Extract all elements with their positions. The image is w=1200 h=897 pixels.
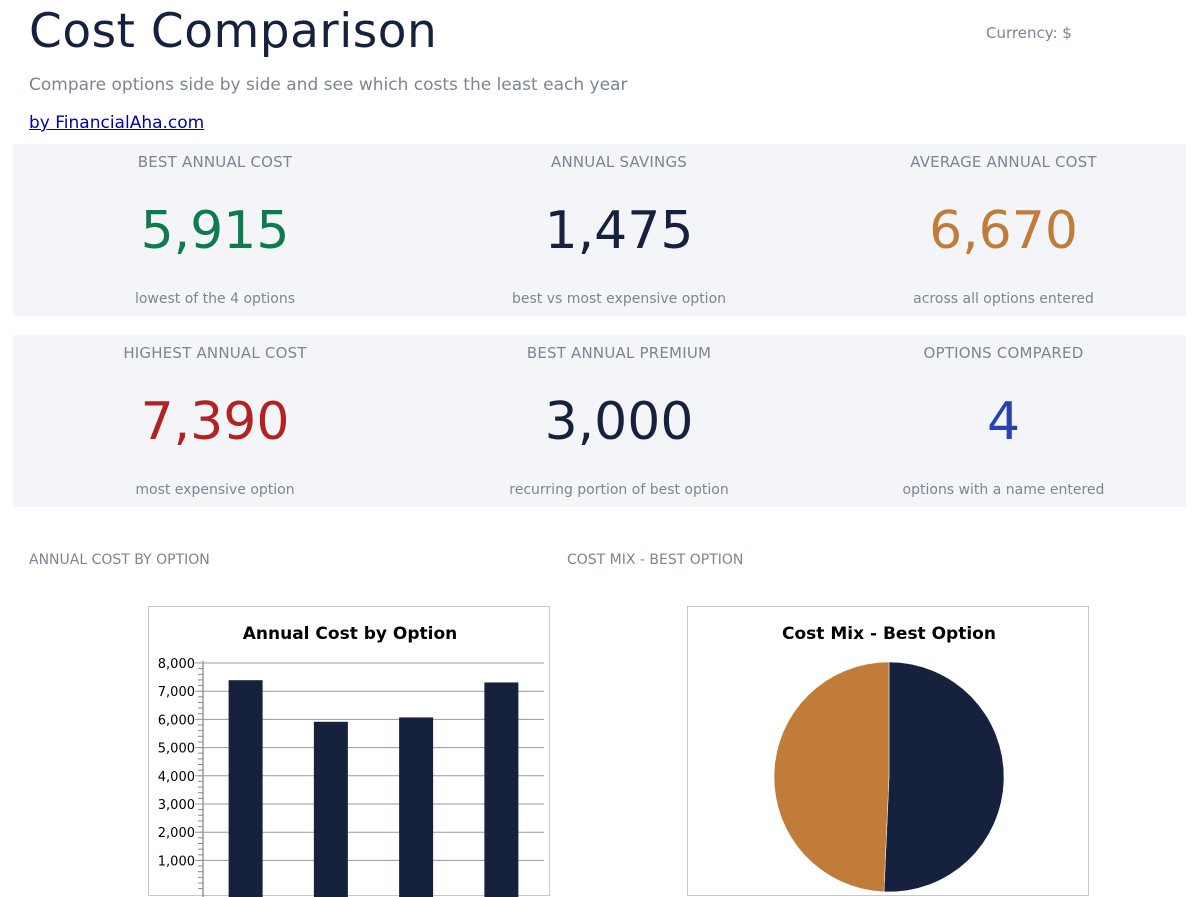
kpi-value: 7,390 xyxy=(140,392,290,452)
y-tick-label: 1,000 xyxy=(158,854,195,869)
kpi-highest-annual-cost: HIGHEST ANNUAL COST 7,390 most expensive… xyxy=(13,335,417,507)
kpi-value: 6,670 xyxy=(929,201,1078,261)
kpi-label: BEST ANNUAL COST xyxy=(137,153,293,171)
kpi-best-annual-premium: BEST ANNUAL PREMIUM 3,000 recurring port… xyxy=(417,335,821,507)
pie-slice xyxy=(883,661,1005,893)
pie-section-label: COST MIX - BEST OPTION xyxy=(567,552,744,568)
y-tick-label: 3,000 xyxy=(158,798,195,813)
kpi-note: best vs most expensive option xyxy=(511,291,727,307)
currency-indicator: Currency: $ xyxy=(986,24,1072,42)
kpi-value: 1,475 xyxy=(544,201,694,261)
kpi-label: HIGHEST ANNUAL COST xyxy=(123,344,307,362)
kpi-best-annual-cost: BEST ANNUAL COST 5,915 lowest of the 4 o… xyxy=(13,144,417,316)
kpi-note: recurring portion of best option xyxy=(509,482,729,498)
pie-chart-title: Cost Mix - Best Option xyxy=(782,624,996,644)
y-tick-label: 6,000 xyxy=(158,713,195,728)
page-subtitle: Compare options side by side and see whi… xyxy=(29,75,628,95)
kpi-row-2: HIGHEST ANNUAL COST 7,390 most expensive… xyxy=(13,335,1186,507)
byline-link[interactable]: by FinancialAha.com xyxy=(29,113,205,133)
y-tick-label: 2,000 xyxy=(158,826,195,841)
kpi-label: ANNUAL SAVINGS xyxy=(550,153,688,171)
kpi-average-annual-cost: AVERAGE ANNUAL COST 6,670 across all opt… xyxy=(821,144,1186,316)
bar xyxy=(228,680,263,897)
y-tick-label: 7,000 xyxy=(158,685,195,700)
kpi-options-compared: OPTIONS COMPARED 4 options with a name e… xyxy=(821,335,1186,507)
bar-chart-svg: Annual Cost by Option 1,000 2,000 3,000 4,0… xyxy=(158,624,544,897)
kpi-note: lowest of the 4 options xyxy=(134,291,296,307)
y-tick-label: 5,000 xyxy=(158,742,195,757)
pie-chart-svg: Cost Mix - Best Option xyxy=(773,624,1005,893)
pie-slice xyxy=(773,661,890,893)
pie-chart: Cost Mix - Best Option xyxy=(687,606,1089,896)
bar-section-label: ANNUAL COST BY OPTION xyxy=(29,552,210,568)
kpi-value: 5,915 xyxy=(140,201,290,261)
bar-chart: Annual Cost by Option 1,000 2,000 3,000 4,0… xyxy=(148,606,550,897)
y-tick-label: 4,000 xyxy=(158,770,195,785)
kpi-value: 3,000 xyxy=(544,392,694,452)
kpi-note: options with a name entered xyxy=(902,482,1105,498)
kpi-row-1: BEST ANNUAL COST 5,915 lowest of the 4 o… xyxy=(13,144,1186,316)
bar-chart-title: Annual Cost by Option xyxy=(243,624,458,644)
kpi-note: most expensive option xyxy=(135,482,295,498)
bar xyxy=(313,721,348,897)
kpi-label: AVERAGE ANNUAL COST xyxy=(910,153,1097,171)
bar xyxy=(484,682,519,897)
kpi-note: across all options entered xyxy=(913,291,1094,307)
y-tick-label: 8,000 xyxy=(158,657,195,672)
bar xyxy=(399,717,434,897)
page-title: Cost Comparison xyxy=(29,4,438,59)
kpi-label: BEST ANNUAL PREMIUM xyxy=(526,344,712,362)
kpi-annual-savings: ANNUAL SAVINGS 1,475 best vs most expens… xyxy=(417,144,821,316)
kpi-value: 4 xyxy=(986,392,1021,452)
kpi-label: OPTIONS COMPARED xyxy=(923,344,1084,362)
